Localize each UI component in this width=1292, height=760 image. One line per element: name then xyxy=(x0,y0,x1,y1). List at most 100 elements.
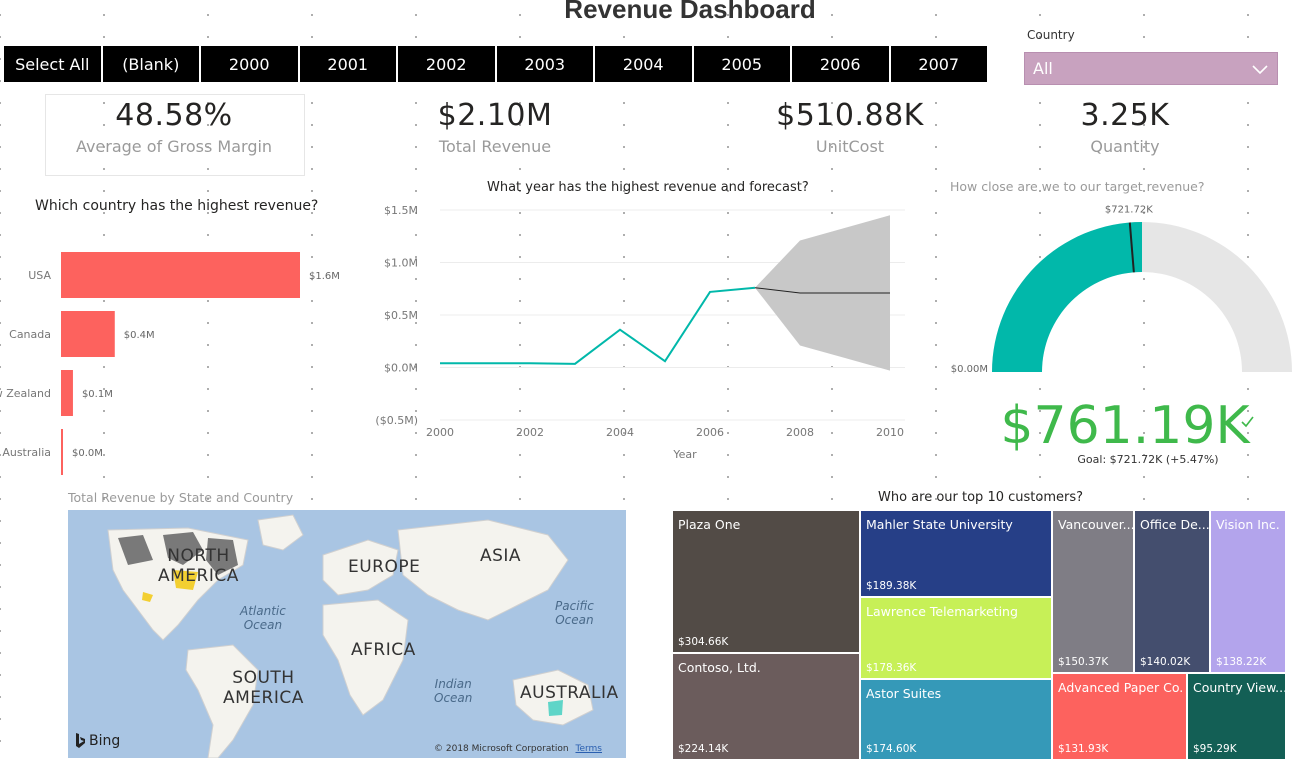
copyright-text: © 2018 Microsoft Corporation xyxy=(434,744,569,754)
treemap-cell-vancouver[interactable]: Vancouver... $150.37K xyxy=(1052,510,1134,673)
slicer-2003[interactable]: 2003 xyxy=(496,46,593,82)
treemap-cell-name: Mahler State University xyxy=(866,517,1013,532)
bar-data-label: $0.0M xyxy=(72,448,103,459)
bar-category-label: Australia xyxy=(2,446,51,459)
revenue-line[interactable] xyxy=(440,286,756,365)
bar-chart-title: Which country has the highest revenue? xyxy=(35,198,319,214)
y-tick-label: $1.0M xyxy=(384,257,418,270)
bar-data-label: $0.1M xyxy=(82,389,113,400)
bar-category-label: Canada xyxy=(9,328,51,341)
map-label-asia: ASIA xyxy=(480,546,522,566)
treemap-cell-country-view[interactable]: Country View... $95.29K xyxy=(1187,673,1286,760)
slicer-blank[interactable]: (Blank) xyxy=(102,46,199,82)
bar-new-zealand[interactable] xyxy=(61,370,73,416)
x-axis-label: Year xyxy=(672,448,697,461)
checkmark-icon xyxy=(1241,416,1254,428)
treemap-cell-name: Lawrence Telemarketing xyxy=(866,604,1018,619)
country-dropdown-value: All xyxy=(1033,59,1053,78)
gauge-fill[interactable] xyxy=(992,222,1142,372)
treemap-cell-value: $138.22K xyxy=(1216,656,1267,668)
x-tick-label: 2000 xyxy=(426,426,454,439)
treemap-cell-value: $178.36K xyxy=(866,662,917,674)
y-tick-label: $1.5M xyxy=(384,204,418,217)
bar-data-label: $0.4M xyxy=(124,330,155,341)
world-map-shapes xyxy=(68,510,626,758)
treemap-cell-value: $150.37K xyxy=(1058,656,1109,668)
slicer-2002[interactable]: 2002 xyxy=(398,46,495,82)
map-label-africa: AFRICA xyxy=(351,640,416,660)
gauge-target-label: $721.72K xyxy=(1105,205,1153,216)
bing-label: Bing xyxy=(89,733,121,749)
gauge-goal-text: Goal: $721.72K (+5.47%) xyxy=(1077,453,1218,466)
kpi-label: Total Revenue xyxy=(438,137,552,156)
gauge-target-marker xyxy=(1128,222,1135,273)
gauge-min-label: $0.00M xyxy=(951,364,988,375)
y-tick-label: $0.5M xyxy=(384,309,418,322)
kpi-unit-cost: $510.88K UnitCost xyxy=(735,98,965,156)
slicer-select-all[interactable]: Select All xyxy=(4,46,101,82)
kpi-value: 48.58% xyxy=(115,98,233,133)
treemap-cell-name: Vancouver... xyxy=(1058,517,1134,532)
map-title: Total Revenue by State and Country xyxy=(68,490,294,505)
bar-canada[interactable] xyxy=(61,311,115,357)
kpi-value: $2.10M xyxy=(437,98,553,133)
treemap-cell-contoso-ltd[interactable]: Contoso, Ltd. $224.14K xyxy=(672,653,860,760)
country-filter-label: Country xyxy=(1027,28,1075,42)
treemap-cell-value: $174.60K xyxy=(866,743,917,755)
gauge-value-label: $761.19K xyxy=(1000,396,1251,456)
treemap-cell-name: Vision Inc. xyxy=(1216,517,1280,532)
kpi-gross-margin: 48.58% Average of Gross Margin xyxy=(45,98,303,156)
treemap-cell-value: $189.38K xyxy=(866,580,917,592)
treemap-cell-astor-suites[interactable]: Astor Suites $174.60K xyxy=(860,679,1052,760)
x-tick-label: 2002 xyxy=(516,426,544,439)
bar-usa[interactable] xyxy=(61,252,300,298)
y-tick-label: $0.0M xyxy=(384,362,418,375)
treemap-cell-office-de[interactable]: Office De... $140.02K xyxy=(1134,510,1210,673)
slicer-2001[interactable]: 2001 xyxy=(299,46,396,82)
line-chart-title: What year has the highest revenue and fo… xyxy=(487,180,809,195)
dashboard-title: Revenue Dashboard xyxy=(564,0,816,24)
bar-category-label: USA xyxy=(28,269,51,282)
treemap-cell-name: Astor Suites xyxy=(866,686,942,701)
treemap-cell-mahler-state-university[interactable]: Mahler State University $189.38K xyxy=(860,510,1052,597)
map-label-europe: EUROPE xyxy=(348,557,421,577)
map-label-indian-ocean: Indian Ocean xyxy=(434,677,473,705)
x-tick-label: 2004 xyxy=(606,426,634,439)
revenue-by-country-bar-chart: USA $1.6M Canada $0.4M New Zealand $0.1M Austr… xyxy=(0,252,340,475)
year-slicer: Select All (Blank) 2000 2001 2002 2003 2… xyxy=(4,46,989,82)
country-dropdown[interactable]: All xyxy=(1024,52,1278,85)
x-tick-label: 2010 xyxy=(876,426,904,439)
treemap-cell-value: $304.66K xyxy=(678,636,729,648)
treemap-cell-plaza-one[interactable]: Plaza One $304.66K xyxy=(672,510,860,653)
treemap-cell-value: $131.93K xyxy=(1058,743,1109,755)
map-copyright: © 2018 Microsoft Corporation Terms xyxy=(434,744,602,754)
slicer-2000[interactable]: 2000 xyxy=(201,46,298,82)
bing-logo: Bing xyxy=(74,732,120,750)
slicer-2005[interactable]: 2005 xyxy=(693,46,790,82)
treemap-cell-vision-inc[interactable]: Vision Inc. $138.22K xyxy=(1210,510,1286,673)
treemap-title: Who are our top 10 customers? xyxy=(878,490,1084,505)
terms-link[interactable]: Terms xyxy=(575,744,602,754)
slicer-2006[interactable]: 2006 xyxy=(792,46,889,82)
chevron-down-icon xyxy=(1252,64,1268,74)
treemap-cell-value: $224.14K xyxy=(678,743,729,755)
gross-margin-card-border xyxy=(45,94,305,176)
slicer-2007[interactable]: 2007 xyxy=(890,46,987,82)
treemap-cell-value: $95.29K xyxy=(1193,743,1237,755)
bar-category-label: New Zealand xyxy=(0,387,51,400)
bar-australia[interactable] xyxy=(61,429,63,475)
revenue-map[interactable]: NORTH AMERICA EUROPE ASIA AFRICA SOUTH AME… xyxy=(68,510,626,758)
treemap-cell-advanced-paper-co[interactable]: Advanced Paper Co. $131.93K xyxy=(1052,673,1187,760)
treemap-cell-name: Country View... xyxy=(1193,680,1286,695)
treemap-cell-name: Advanced Paper Co. xyxy=(1058,680,1184,695)
slicer-2004[interactable]: 2004 xyxy=(595,46,692,82)
gauge-title: How close are we to our target revenue? xyxy=(950,179,1205,194)
kpi-value: $510.88K xyxy=(776,98,924,133)
kpi-total-revenue: $2.10M Total Revenue xyxy=(380,98,610,156)
bing-icon xyxy=(76,733,85,748)
kpi-quantity: 3.25K Quantity xyxy=(1010,98,1240,156)
kpi-value: 3.25K xyxy=(1080,98,1170,133)
treemap-cell-lawrence-telemarketing[interactable]: Lawrence Telemarketing $178.36K xyxy=(860,597,1052,679)
x-tick-label: 2008 xyxy=(786,426,814,439)
